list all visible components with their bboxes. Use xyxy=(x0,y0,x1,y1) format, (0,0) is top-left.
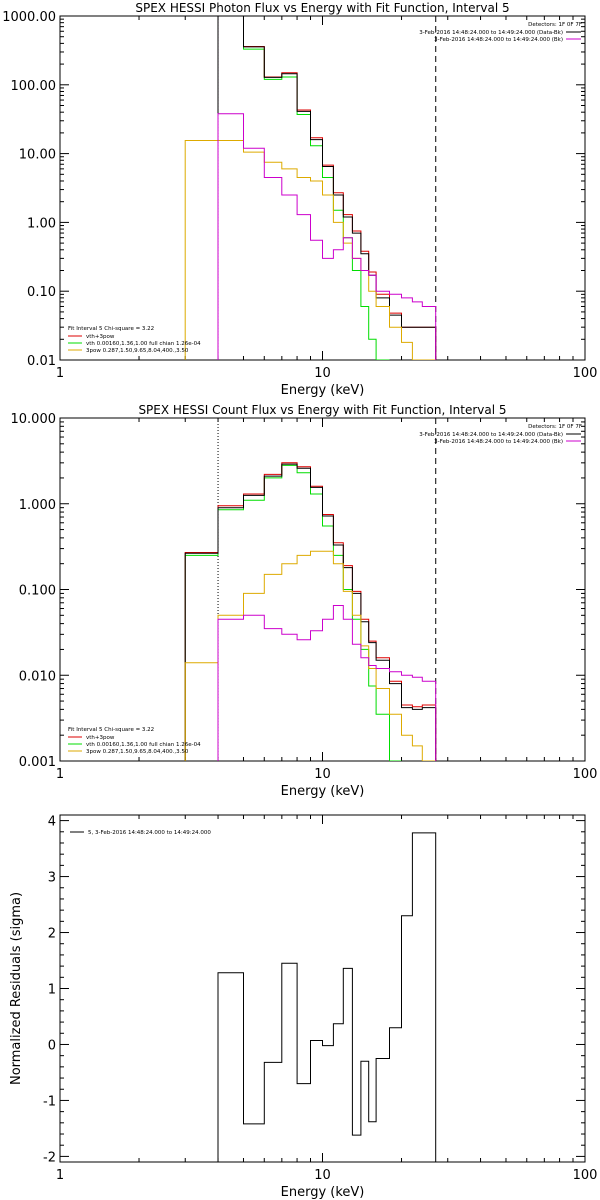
y-tick-label: 4 xyxy=(48,815,56,830)
y-tick-label: 1.000 xyxy=(19,498,56,513)
series-residuals-line xyxy=(217,832,437,1162)
y-tick-label: -2 xyxy=(43,1150,56,1165)
series-magenta-line xyxy=(217,605,437,761)
plot-area xyxy=(217,832,437,1162)
x-tick-label: 1 xyxy=(56,366,64,381)
series-black-line xyxy=(184,463,437,761)
x-tick-label: 100 xyxy=(573,366,598,381)
y-tick-label: 1.00 xyxy=(27,216,56,231)
legend-detectors-text: Detectors: 1F 0F 7F xyxy=(528,424,582,430)
x-tick-label: 100 xyxy=(573,767,598,782)
y-tick-label: 0.100 xyxy=(19,584,56,599)
x-tick-label: 1 xyxy=(56,767,64,782)
legend-right-item-text: 3-Feb-2016 14:48:24.000 to 14:49:24.000 … xyxy=(419,432,563,438)
series-red-line xyxy=(217,16,437,360)
y-tick-label: 10.00 xyxy=(19,148,56,163)
y-tick-label: 0.010 xyxy=(19,669,56,684)
chart-panel-3: 1 10 100 -2 -1 0 1 2 3 4 Energy (keV) Normalized Re… xyxy=(9,814,598,1200)
legend-fit-header-text: Fit Interval 5 Chi-square = 3.22 xyxy=(68,326,154,332)
y-tick-label: 0.01 xyxy=(27,354,56,369)
x-tick-label: 10 xyxy=(314,366,331,381)
y-axis-label: Normalized Residuals (sigma) xyxy=(9,892,24,1085)
x-tick-label: 100 xyxy=(573,1168,598,1183)
legend-left-item-text: vth 0.00160,1.36,1.00 full chian 1.26e-0… xyxy=(86,341,201,347)
chart-title: SPEX HESSI Count Flux vs Energy with Fit… xyxy=(138,403,506,417)
legend-right-item-text: 3-Feb-2016 14:48:24.000 to 14:49:24.000 … xyxy=(419,30,563,36)
y-tick-label: 3 xyxy=(48,871,56,886)
legend-left-item-text: vth+3pow xyxy=(86,334,115,340)
legend-left-item-text: vth 0.00160,1.36,1.00 full chian 1.26e-0… xyxy=(86,742,201,748)
x-tick-label: 10 xyxy=(314,767,331,782)
y-tick-label: 100.00 xyxy=(11,79,57,94)
legend-right-item-text: 3-Feb-2016 14:48:24.000 to 14:49:24.000 … xyxy=(434,37,563,43)
chart-title: SPEX HESSI Photon Flux vs Energy with Fi… xyxy=(135,1,509,15)
x-axis-label: Energy (keV) xyxy=(281,784,365,799)
y-tick-label: 0 xyxy=(48,1038,56,1053)
chart-panel-2: SPEX HESSI Count Flux vs Energy with Fit… xyxy=(11,403,598,799)
series-yellow-line xyxy=(184,550,436,761)
x-axis-label: Energy (keV) xyxy=(281,383,365,398)
legend-right-item-text: 3-Feb-2016 14:48:24.000 to 14:49:24.000 … xyxy=(434,439,563,445)
y-tick-label: 2 xyxy=(48,927,56,942)
legend-left-item-text: 3pow 0.287,1.50,9.65,8.04,400.,3.50 xyxy=(86,749,189,755)
y-tick-label: 1000.00 xyxy=(2,10,56,25)
y-tick-label: 0.10 xyxy=(27,285,56,300)
x-tick-label: 1 xyxy=(56,1168,64,1183)
y-tick-label: 1 xyxy=(48,983,56,998)
y-tick-label: 10.000 xyxy=(11,412,57,427)
y-tick-label: 0.001 xyxy=(19,755,56,770)
series-green-line xyxy=(217,16,390,360)
legend-detectors-text: Detectors: 1F 0F 7F xyxy=(528,22,582,28)
legend-left-item-text: 3pow 0.287,1.50,9.65,8.04,400.,3.50 xyxy=(86,348,189,354)
legend-residual-text: 5, 3-Feb-2016 14:48:24.000 to 14:49:24.0… xyxy=(88,830,211,836)
plot-area xyxy=(184,418,437,761)
y-tick-label: -1 xyxy=(43,1094,56,1109)
legend-left-item-text: vth+3pow xyxy=(86,735,115,741)
plot-frame xyxy=(59,814,586,1163)
series-yellow-line xyxy=(184,140,436,360)
x-tick-label: 10 xyxy=(314,1168,331,1183)
series-black-line xyxy=(217,16,437,360)
legend-fit-header-text: Fit Interval 5 Chi-square = 3.22 xyxy=(68,727,154,733)
plot-frame xyxy=(59,417,586,762)
plot-area xyxy=(184,16,437,360)
chart-panel-1: SPEX HESSI Photon Flux vs Energy with Fi… xyxy=(2,1,597,398)
series-magenta-line xyxy=(217,113,437,360)
x-axis-label: Energy (keV) xyxy=(281,1185,365,1200)
